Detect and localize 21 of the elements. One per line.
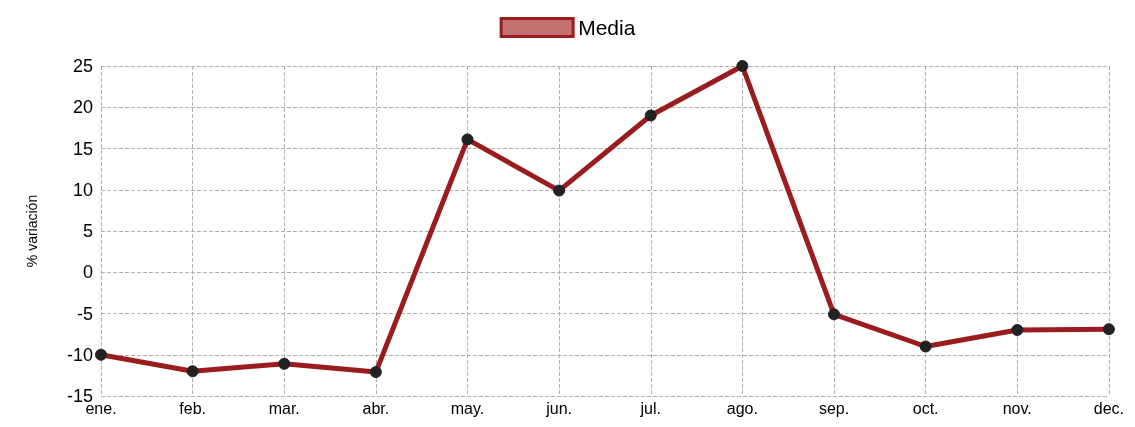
y-tick-label: 20	[72, 97, 93, 118]
x-tick-label: jul.	[639, 399, 661, 417]
y-tick-label: 25	[72, 56, 93, 76]
x-tick-label: may.	[450, 399, 485, 417]
x-tick-label: feb.	[179, 399, 206, 417]
legend-label: Media	[578, 16, 636, 39]
x-tick-label: abr.	[362, 399, 390, 417]
x-tick-label: sep.	[818, 399, 850, 417]
y-tick-label: -5	[76, 303, 93, 324]
x-tick-label: dec.	[1093, 399, 1124, 417]
y-axis-title: % variación	[24, 194, 40, 268]
y-tick-label: -10	[66, 344, 93, 365]
y-tick-label: 10	[72, 179, 93, 200]
y-tick-label: 0	[82, 262, 93, 283]
x-tick-label: mar.	[268, 399, 300, 417]
y-tick-label: 15	[72, 138, 93, 159]
x-tick-label: ago.	[726, 399, 758, 417]
x-tick-label: jun.	[545, 399, 573, 417]
x-tick-label: nov.	[1002, 399, 1032, 417]
y-tick-label: 5	[82, 221, 93, 241]
x-tick-label: oct.	[912, 399, 939, 417]
